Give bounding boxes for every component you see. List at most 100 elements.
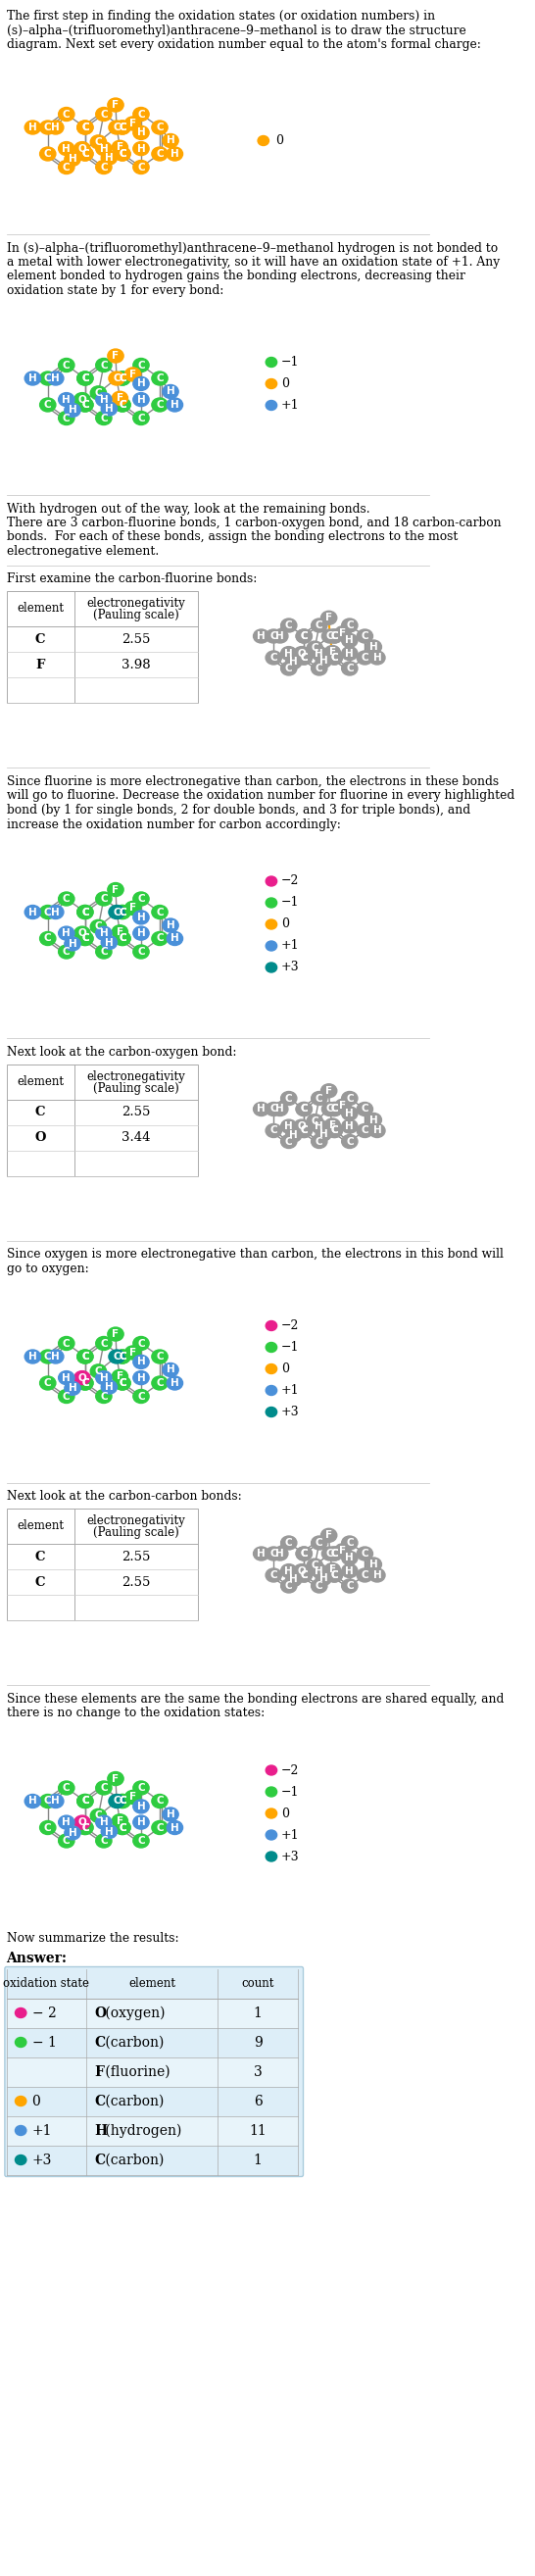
Ellipse shape [133,1801,149,1814]
Ellipse shape [112,142,128,155]
Ellipse shape [266,1406,277,1417]
Ellipse shape [296,1546,312,1561]
Text: C: C [81,1352,89,1363]
Text: 0: 0 [281,376,289,389]
Text: 3: 3 [254,2066,262,2079]
Ellipse shape [286,1574,302,1587]
Text: C: C [44,1378,51,1388]
Ellipse shape [40,1376,56,1391]
Text: C: C [81,149,89,160]
Text: C: C [44,933,51,943]
Ellipse shape [281,1121,297,1133]
Text: 6: 6 [254,2094,262,2107]
Text: H: H [137,912,146,922]
Text: C: C [361,1105,369,1113]
Text: C: C [316,1136,323,1146]
Text: (Pauling scale): (Pauling scale) [93,1082,179,1095]
Text: C: C [119,907,126,917]
Text: H: H [369,1115,378,1126]
Ellipse shape [369,652,385,665]
Text: H: H [166,1365,175,1376]
Text: C: C [81,374,89,384]
Text: H: H [137,1801,146,1811]
Text: C: C [119,399,126,410]
Text: H: H [105,938,113,948]
Ellipse shape [58,891,74,907]
Text: H: H [137,1373,146,1383]
Text: 2.55: 2.55 [121,1577,150,1589]
Text: F: F [129,1793,136,1803]
Text: F: F [36,659,45,670]
Ellipse shape [266,1123,281,1139]
Ellipse shape [77,147,93,160]
Ellipse shape [357,652,373,665]
Text: C: C [316,1582,323,1592]
Ellipse shape [112,1814,128,1829]
Text: C: C [63,361,70,371]
Text: C: C [35,1577,45,1589]
Text: C: C [63,1391,70,1401]
Text: C: C [100,1783,108,1793]
Text: C: C [119,1352,126,1363]
Text: C: C [119,1378,126,1388]
Ellipse shape [65,938,80,951]
Text: electronegative element.: electronegative element. [6,546,158,559]
Ellipse shape [342,1121,357,1133]
Text: C: C [285,1538,293,1548]
Text: Answer:: Answer: [6,1950,67,1965]
Text: C: C [63,1340,70,1347]
Ellipse shape [133,1370,149,1386]
Text: H: H [51,374,60,384]
Text: C: C [81,1795,89,1806]
Ellipse shape [311,647,327,659]
Ellipse shape [77,933,93,945]
Text: electronegativity: electronegativity [87,1072,186,1082]
Text: C: C [285,1582,293,1592]
Text: oxidation state: oxidation state [3,1978,89,1989]
Text: C: C [156,374,164,384]
Text: C: C [94,2094,105,2107]
Text: O: O [78,1373,87,1383]
Ellipse shape [294,1121,310,1133]
Text: C: C [100,894,108,904]
Ellipse shape [114,904,131,920]
Text: (Pauling scale): (Pauling scale) [93,1528,179,1540]
Bar [6,1999,297,2027]
Ellipse shape [58,392,74,407]
Text: element: element [17,1074,64,1087]
Text: C: C [119,933,126,943]
Ellipse shape [311,662,327,675]
Text: C: C [81,1378,89,1388]
Ellipse shape [58,1780,74,1795]
Ellipse shape [342,647,357,659]
Text: C: C [81,1824,89,1832]
Text: C: C [270,1105,277,1113]
Ellipse shape [266,899,277,907]
Ellipse shape [316,1571,332,1584]
Text: H: H [276,631,284,641]
Text: C: C [113,124,120,131]
Text: C: C [100,1391,108,1401]
Text: C: C [331,631,338,641]
Text: H: H [315,1121,324,1131]
Text: C: C [331,1126,338,1136]
Text: element bonded to hydrogen gains the bonding electrons, decreasing their: element bonded to hydrogen gains the bon… [6,270,465,283]
Text: C: C [311,644,318,652]
Text: H: H [285,1121,293,1131]
Text: Since oxygen is more electronegative than carbon, the electrons in this bond wil: Since oxygen is more electronegative tha… [6,1249,503,1262]
Text: C: C [119,374,126,384]
Ellipse shape [90,1365,106,1378]
Text: C: C [44,1795,51,1806]
Text: C: C [331,1548,338,1558]
Text: C: C [94,2035,105,2048]
Ellipse shape [321,1084,337,1097]
Text: H: H [346,636,354,647]
Text: 0: 0 [276,134,283,147]
Ellipse shape [77,121,93,134]
Text: electronegativity: electronegativity [87,1515,186,1528]
Ellipse shape [77,147,93,160]
Ellipse shape [326,1123,342,1139]
Ellipse shape [266,652,281,665]
Ellipse shape [114,147,131,160]
Ellipse shape [286,654,302,670]
